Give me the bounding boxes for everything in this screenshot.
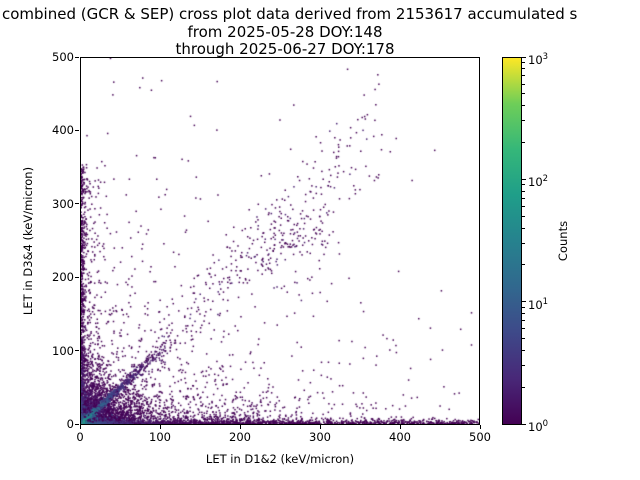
x-tick [399,425,401,429]
colorbar-tick [522,178,526,180]
y-tick [75,129,79,131]
x-tick [159,425,161,429]
colorbar-minor-tick [522,190,525,192]
colorbar-minor-tick [522,386,525,388]
y-tick-label: 400 [52,123,74,138]
colorbar-tick-label: 100 [528,419,549,434]
colorbar-minor-tick [522,62,525,64]
colorbar-minor-tick [522,349,525,351]
chart-subtitle-from: from 2025-05-28 DOY:148 [187,23,383,41]
colorbar-minor-tick [522,365,525,367]
y-tick-label: 200 [52,270,74,285]
y-tick [75,350,79,352]
colorbar-minor-tick [522,320,525,322]
x-tick [79,425,81,429]
y-tick-label: 300 [52,196,74,211]
y-tick-label: 100 [52,343,74,358]
x-tick-label: 400 [389,430,411,444]
chart-subtitle-through: through 2025-06-27 DOY:178 [175,40,395,58]
colorbar-tick-label: 103 [528,52,549,67]
y-tick-label: 0 [66,417,74,431]
y-tick [75,203,79,205]
plot-area [80,57,480,425]
colorbar-minor-tick [522,337,525,339]
x-tick [479,425,481,429]
colorbar-tick [522,56,526,58]
colorbar-minor-tick [522,83,525,85]
chart-title: combined (GCR & SEP) cross plot data der… [2,5,578,23]
colorbar-minor-tick [522,93,525,95]
colorbar-minor-tick [522,197,525,199]
colorbar-minor-tick [522,313,525,315]
colorbar-minor-tick [522,328,525,330]
x-tick-label: 500 [469,430,491,444]
scatter-canvas [81,58,479,424]
y-tick [75,276,79,278]
colorbar [502,57,522,425]
colorbar-minor-tick [522,105,525,107]
x-tick-label: 100 [149,430,171,444]
x-tick-label: 200 [229,430,251,444]
colorbar-minor-tick [522,184,525,186]
colorbar-tick-label: 102 [528,174,549,190]
colorbar-tick-label: 101 [528,296,549,312]
y-tick [75,56,79,58]
colorbar-minor-tick [522,227,525,229]
colorbar-minor-tick [522,215,525,217]
colorbar-label: Counts [556,220,570,262]
colorbar-minor-tick [522,242,525,244]
x-tick-label: 300 [309,430,331,444]
colorbar-minor-tick [522,264,525,266]
colorbar-minor-tick [522,120,525,122]
colorbar-tick [522,423,526,425]
y-axis-label: LET in D3&4 (keV/micron) [21,166,35,316]
colorbar-minor-tick [522,68,525,70]
colorbar-minor-tick [522,142,525,143]
y-tick [75,423,79,425]
colorbar-tick [522,301,526,303]
colorbar-minor-tick [522,306,525,308]
x-axis-label: LET in D1&2 (keV/micron) [205,452,355,466]
colorbar-minor-tick [522,205,525,207]
colorbar-minor-tick [522,75,525,77]
x-tick [239,425,241,429]
x-tick [319,425,321,429]
y-tick-label: 500 [52,50,74,64]
x-tick-label: 0 [76,430,84,444]
